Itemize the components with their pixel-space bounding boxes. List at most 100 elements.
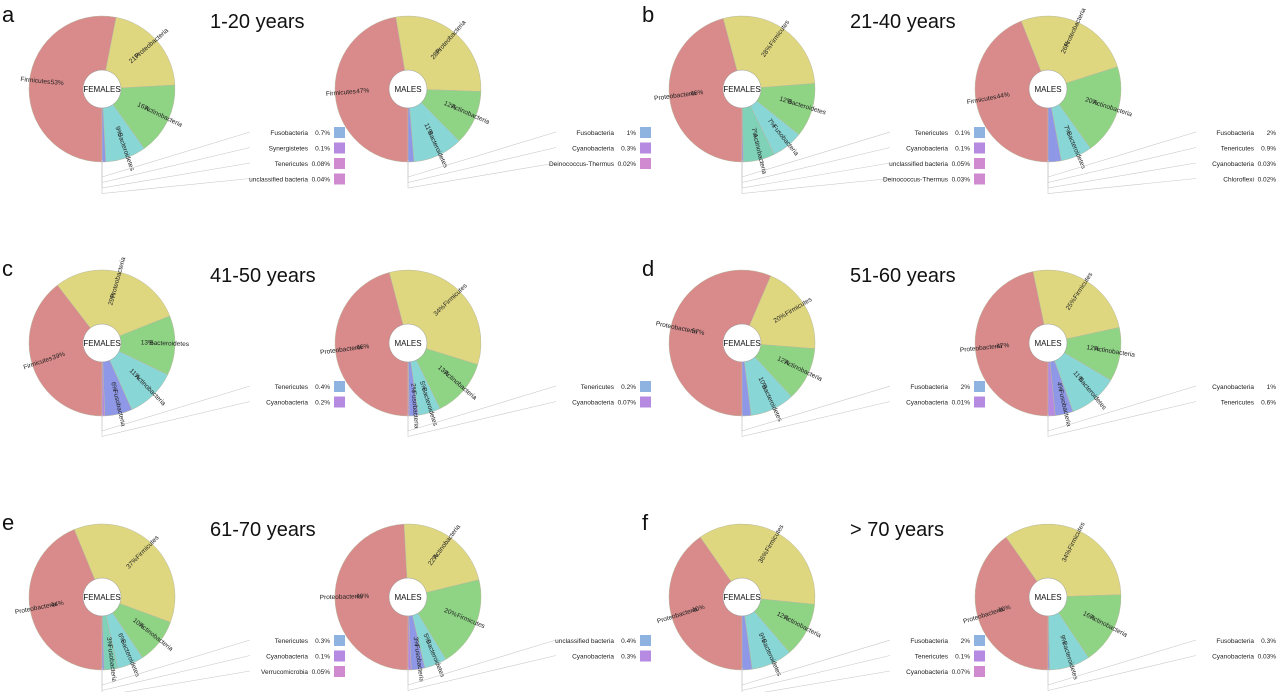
pie-slice <box>699 523 816 605</box>
slice-percent-label: 49% <box>356 593 369 600</box>
pie-females: 39%Firmicutes29%Proteobacteria13%Bactero… <box>23 256 345 437</box>
pie-slice <box>974 271 1049 417</box>
slice-percent-label: 3% <box>412 636 420 646</box>
slice-percent-label: 6% <box>109 381 118 392</box>
minor-phylum-percent: 0.4% <box>315 384 330 391</box>
legend-swatch <box>334 666 345 677</box>
pie-slice <box>101 315 176 376</box>
minor-phylum-percent: 2% <box>961 638 971 645</box>
pie-center-hole <box>1028 323 1068 363</box>
pie-slice <box>741 275 816 349</box>
legend-swatch <box>334 650 345 662</box>
pie-slice <box>73 523 176 623</box>
slice-percent-label: 40% <box>691 604 706 615</box>
minor-phylum-percent: 2% <box>1267 130 1277 137</box>
connector-line <box>1047 160 1197 194</box>
minor-phylum-percent: 0.1% <box>955 146 970 153</box>
minor-phylum-percent: 0.04% <box>312 177 331 184</box>
pie-slice <box>28 529 103 671</box>
slice-percent-label: 2% <box>409 383 417 393</box>
slice-percent-label: 7% <box>1062 124 1072 136</box>
minor-phylum-name: Tenericutes <box>275 638 309 645</box>
pie-center-label: FEMALES <box>83 339 120 348</box>
legend-swatch <box>974 396 985 408</box>
pie-slice <box>403 523 480 598</box>
legend-swatch <box>640 127 651 138</box>
pie-slice <box>974 20 1049 163</box>
slice-percent-label: 3% <box>105 637 113 647</box>
slice-percent-label: 53% <box>50 79 64 87</box>
slice-name-label: Firmicutes <box>20 76 51 86</box>
minor-phylum-name: Cyanobacteria <box>572 654 614 661</box>
minor-phylum-name: Cyanobacteria <box>1212 654 1254 661</box>
minor-phylum-percent: 1% <box>1267 384 1277 391</box>
slice-percent-label: 44% <box>996 91 1010 100</box>
minor-phylum-name: Cyanobacteria <box>572 400 614 407</box>
panel-letter: f <box>642 510 649 535</box>
connector-line <box>1047 160 1197 189</box>
minor-phylum-name: Cyanobacteria <box>266 400 308 407</box>
slice-percent-label: 11% <box>422 122 434 137</box>
pie-slice <box>57 269 171 344</box>
legend-swatch <box>640 142 651 154</box>
connector-line <box>741 160 891 194</box>
slice-percent-label: 9% <box>113 126 123 137</box>
minor-phylum-percent: 0.3% <box>1261 638 1276 645</box>
minor-phylum-percent: 0.2% <box>621 384 636 391</box>
panel-e: e 61-70 years44%Proteobacteria37%Firmicut… <box>2 510 651 692</box>
minor-phylum-name: unclassified bacteria <box>249 177 308 184</box>
panel-title: 61-70 years <box>210 519 316 541</box>
connector-line <box>741 668 891 692</box>
minor-phylum-name: Fusobacteria <box>910 384 948 391</box>
minor-phylum-percent: 0.02% <box>618 161 637 168</box>
pie-center-label: MALES <box>1034 593 1061 602</box>
legend-swatch <box>974 650 985 662</box>
panel-d: d 51-60 years57%Proteobacteria20%Firmicut… <box>642 256 1277 437</box>
slice-name-label: Proteobacteria <box>960 343 1003 354</box>
slice-name-label: Proteobacteria <box>320 593 363 601</box>
minor-phylum-name: Fusobacteria <box>270 130 308 137</box>
connector-line <box>101 160 251 194</box>
legend-swatch <box>974 158 985 169</box>
pie-females: 53%Firmicutes21%Proteobacteria16%Actinob… <box>20 15 345 194</box>
slice-percent-label: 44% <box>50 600 64 609</box>
minor-phylum-percent: 0.03% <box>1258 161 1277 168</box>
legend-swatch <box>640 650 651 662</box>
pie-slice <box>334 16 409 163</box>
legend-swatch <box>334 127 345 138</box>
pie-females: 57%Proteobacteria20%Firmicutes12%Actinob… <box>655 269 985 437</box>
legend-swatch <box>974 173 985 185</box>
pie-males: 44%Firmicutes26%Proteobacteria20%Actinob… <box>966 7 1277 194</box>
slice-percent-label: 7% <box>766 118 777 130</box>
legend-swatch <box>334 381 345 392</box>
slice-percent-label: 57% <box>691 328 705 338</box>
minor-phylum-name: Cyanobacteria <box>1212 161 1254 168</box>
minor-phylum-name: Tenericutes <box>581 384 615 391</box>
minor-phylum-name: Synergistetes <box>269 146 309 153</box>
pie-slice <box>974 536 1049 671</box>
minor-phylum-name: Tenericutes <box>915 654 949 661</box>
minor-phylum-percent: 2% <box>961 384 971 391</box>
slice-name-label: Firmicutes <box>326 88 357 98</box>
legend-swatch <box>334 158 345 169</box>
slice-percent-label: 40% <box>997 604 1012 615</box>
pie-center-hole <box>388 577 428 617</box>
minor-phylum-name: Tenericutes <box>275 384 309 391</box>
minor-phylum-percent: 0.07% <box>618 400 637 407</box>
pie-slice <box>668 536 743 671</box>
panel-letter: d <box>642 256 654 281</box>
connector-line <box>101 668 251 692</box>
pie-center-label: FEMALES <box>83 85 120 94</box>
minor-phylum-percent: 0.4% <box>621 638 636 645</box>
minor-phylum-name: Cyanobacteria <box>266 654 308 661</box>
minor-phylum-name: Fusobacteria <box>576 130 614 137</box>
slice-percent-label: 39% <box>51 351 66 362</box>
minor-phylum-name: Fusobacteria <box>910 638 948 645</box>
legend-swatch <box>640 396 651 408</box>
legend-swatch <box>640 158 651 169</box>
pie-slice <box>1047 594 1122 658</box>
minor-phylum-percent: 0.1% <box>315 654 330 661</box>
minor-phylum-name: Cyanobacteria <box>906 669 948 676</box>
minor-phylum-percent: 0.3% <box>621 146 636 153</box>
pie-center-label: MALES <box>394 85 421 94</box>
